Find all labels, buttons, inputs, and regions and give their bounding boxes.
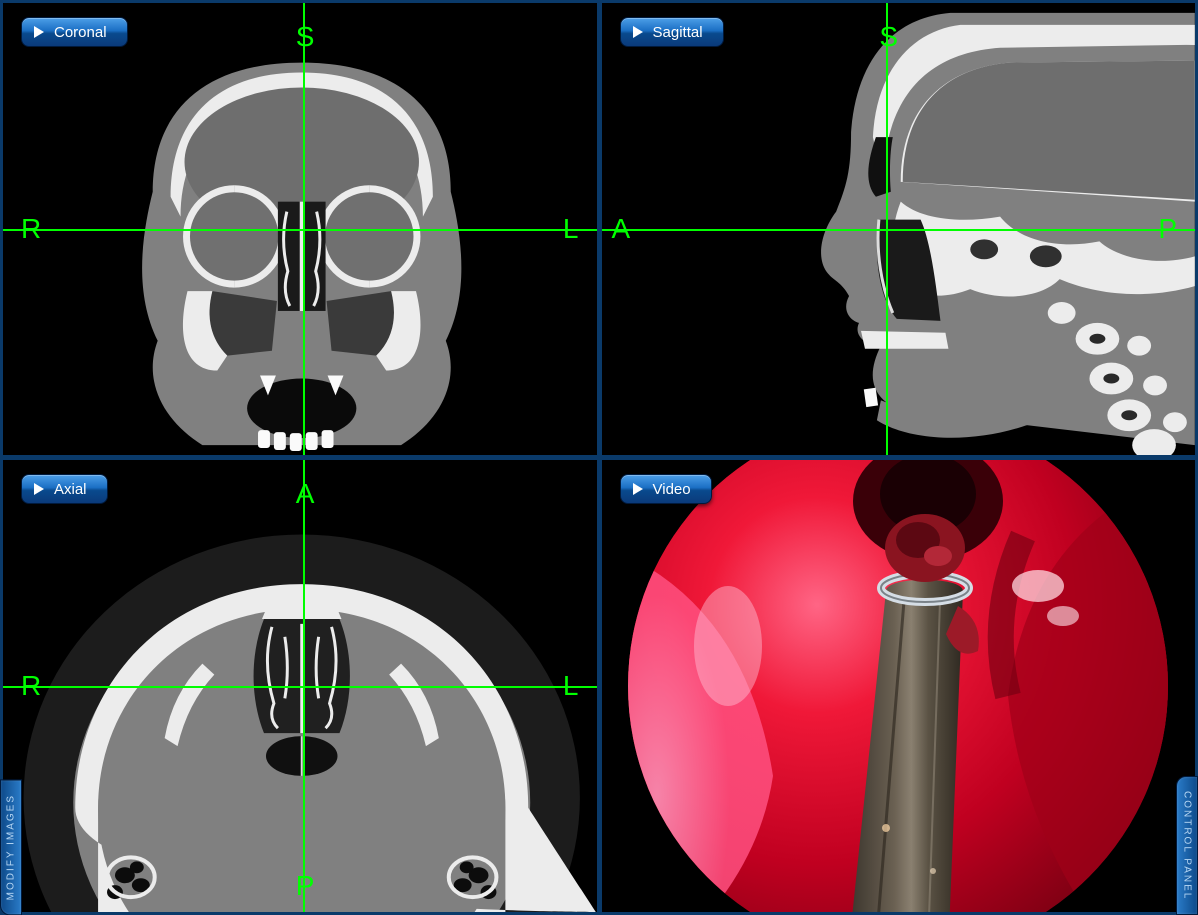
endoscope-view xyxy=(628,460,1168,912)
orientation-left: A xyxy=(612,213,631,245)
orientation-right: L xyxy=(563,213,579,245)
view-button-axial[interactable]: Axial xyxy=(21,474,108,504)
orientation-right: L xyxy=(563,670,579,702)
crosshair-horizontal[interactable] xyxy=(602,229,1196,231)
orientation-right: P xyxy=(1158,213,1177,245)
orientation-top: S xyxy=(879,21,898,53)
panel-sagittal[interactable]: S A P Sagittal xyxy=(602,3,1196,455)
orientation-left: R xyxy=(21,670,41,702)
viewport-grid: S R L Coronal xyxy=(0,0,1198,915)
play-icon xyxy=(32,482,46,496)
orientation-bottom: P xyxy=(296,870,315,902)
view-button-coronal[interactable]: Coronal xyxy=(21,17,128,47)
view-label: Video xyxy=(653,481,691,498)
orientation-top: A xyxy=(296,478,315,510)
crosshair-horizontal[interactable] xyxy=(3,229,597,231)
panel-video[interactable]: Video xyxy=(602,460,1196,912)
view-button-sagittal[interactable]: Sagittal xyxy=(620,17,724,47)
view-label: Sagittal xyxy=(653,24,703,41)
play-icon xyxy=(631,25,645,39)
orientation-left: R xyxy=(21,213,41,245)
side-tab-modify-images[interactable]: MODIFY IMAGES xyxy=(0,779,22,915)
view-label: Axial xyxy=(54,481,87,498)
crosshair-horizontal[interactable] xyxy=(3,686,597,688)
view-label: Coronal xyxy=(54,24,107,41)
play-icon xyxy=(631,482,645,496)
side-tab-label: CONTROL PANEL xyxy=(1182,791,1193,900)
view-button-video[interactable]: Video xyxy=(620,474,712,504)
panel-coronal[interactable]: S R L Coronal xyxy=(3,3,597,455)
side-tab-label: MODIFY IMAGES xyxy=(6,794,17,900)
panel-axial[interactable]: A R L P Axial xyxy=(3,460,597,912)
orientation-top: S xyxy=(296,21,315,53)
side-tab-control-panel[interactable]: CONTROL PANEL xyxy=(1176,776,1198,915)
play-icon xyxy=(32,25,46,39)
